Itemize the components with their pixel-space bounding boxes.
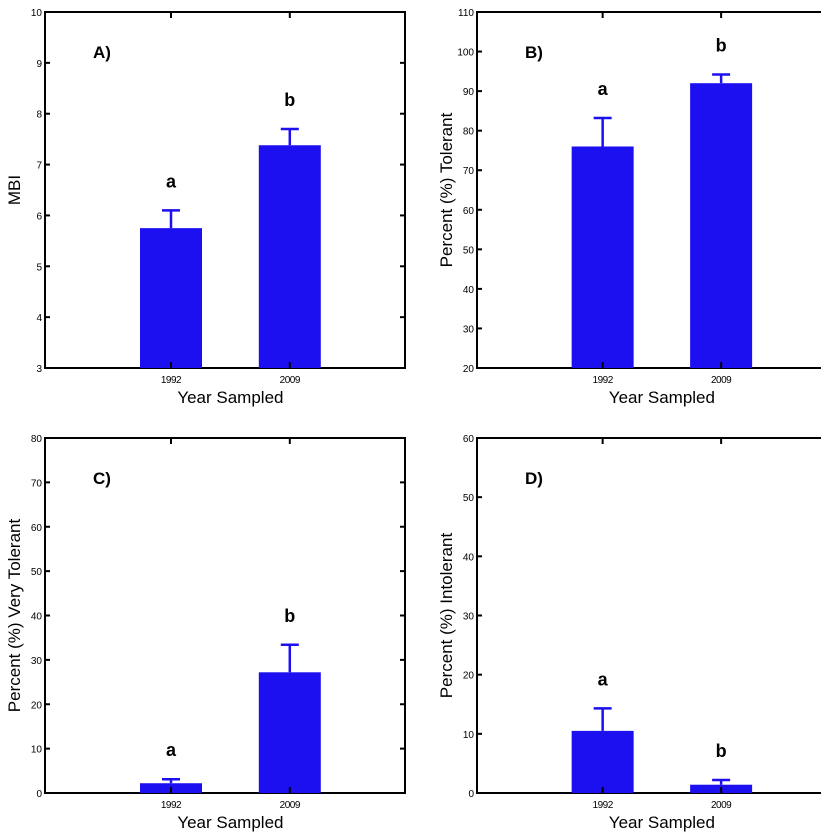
x-tick-label: 2009 [280,375,301,386]
y-tick-label: 6 [36,211,42,222]
bar-2009 [258,672,321,793]
y-tick-label: 30 [463,324,475,335]
plot-frame [476,437,821,794]
y-tick-label: 20 [463,671,475,682]
y-tick-label: 5 [36,262,42,273]
y-tick-label: 80 [463,127,475,138]
x-tick-label: 1992 [593,375,614,386]
panel-b: 20 30 40 50 60 70 80 90 100 110 1992 a 2009 b B) Year S… [437,8,821,407]
y-tick-label: 7 [36,161,42,172]
x-axis-title: Year Sampled [177,388,283,407]
significance-letter: a [598,79,609,99]
y-tick-label: 30 [463,612,475,623]
y-tick-label: 50 [31,567,43,578]
plot-frame [44,11,406,369]
bar-1992 [140,228,202,368]
significance-letter: b [716,741,727,761]
y-tick-label: 8 [36,110,42,121]
panel-c: 0 10 20 30 40 50 60 70 80 1992 a 2009 b C) Year Sample… [5,434,406,832]
y-tick-label: 30 [31,656,43,667]
y-tick-label: 60 [31,523,43,534]
significance-letter: b [284,606,295,626]
significance-letter: b [716,35,727,55]
x-tick-label: 1992 [593,800,614,811]
y-tick-label: 110 [458,8,474,19]
panel-label: B) [525,43,543,62]
significance-letter: a [166,171,177,191]
panel-d: 0 10 20 30 40 50 60 1992 a 2009 b D) Year Sampled Per… [437,434,821,832]
y-tick-label: 20 [463,364,475,375]
panel-label: A) [93,43,111,62]
y-tick-label: 60 [463,206,475,217]
y-tick-label: 40 [463,285,475,296]
y-tick-label: 40 [31,612,43,623]
y-tick-label: 50 [463,493,475,504]
y-tick-label: 10 [31,8,43,19]
y-tick-label: 20 [31,700,43,711]
panel-label: D) [525,469,543,488]
y-axis-title: Percent (%) Very Tolerant [5,519,24,713]
y-tick-label: 70 [463,166,475,177]
y-tick-label: 40 [463,552,475,563]
y-tick-label: 0 [36,789,42,800]
x-tick-label: 2009 [711,800,732,811]
plot-frame [44,437,406,794]
y-tick-label: 80 [31,434,43,445]
significance-letter: a [166,740,177,760]
bar-2009 [258,145,321,368]
x-axis-title: Year Sampled [609,813,715,832]
y-tick-label: 100 [457,48,474,59]
panel-label: C) [93,469,111,488]
panel-a: 3 4 5 6 7 8 9 10 1992 a 2009 b A) Year Sampled MBI [5,8,406,407]
y-tick-label: 60 [463,434,475,445]
y-tick-label: 70 [31,478,43,489]
y-tick-label: 90 [463,87,475,98]
y-tick-label: 10 [463,730,475,741]
y-axis-title: Percent (%) Tolerant [437,112,456,267]
bar-1992 [571,730,634,793]
x-tick-label: 1992 [161,800,182,811]
x-tick-label: 2009 [280,800,301,811]
significance-letter: a [598,669,609,689]
y-tick-label: 3 [36,364,42,375]
bar-2009 [690,83,753,368]
plot-frame [476,11,821,369]
significance-letter: b [284,90,295,110]
bar-1992 [571,146,634,368]
y-tick-label: 9 [36,59,42,70]
x-axis-title: Year Sampled [609,388,715,407]
y-axis-title: MBI [5,175,24,205]
y-axis-title: Percent (%) Intolerant [437,533,456,699]
x-tick-label: 1992 [161,375,182,386]
x-tick-label: 2009 [711,375,732,386]
y-tick-label: 4 [36,313,42,324]
y-tick-label: 50 [463,245,475,256]
x-axis-title: Year Sampled [177,813,283,832]
y-tick-label: 10 [31,745,43,756]
y-tick-label: 0 [468,789,474,800]
